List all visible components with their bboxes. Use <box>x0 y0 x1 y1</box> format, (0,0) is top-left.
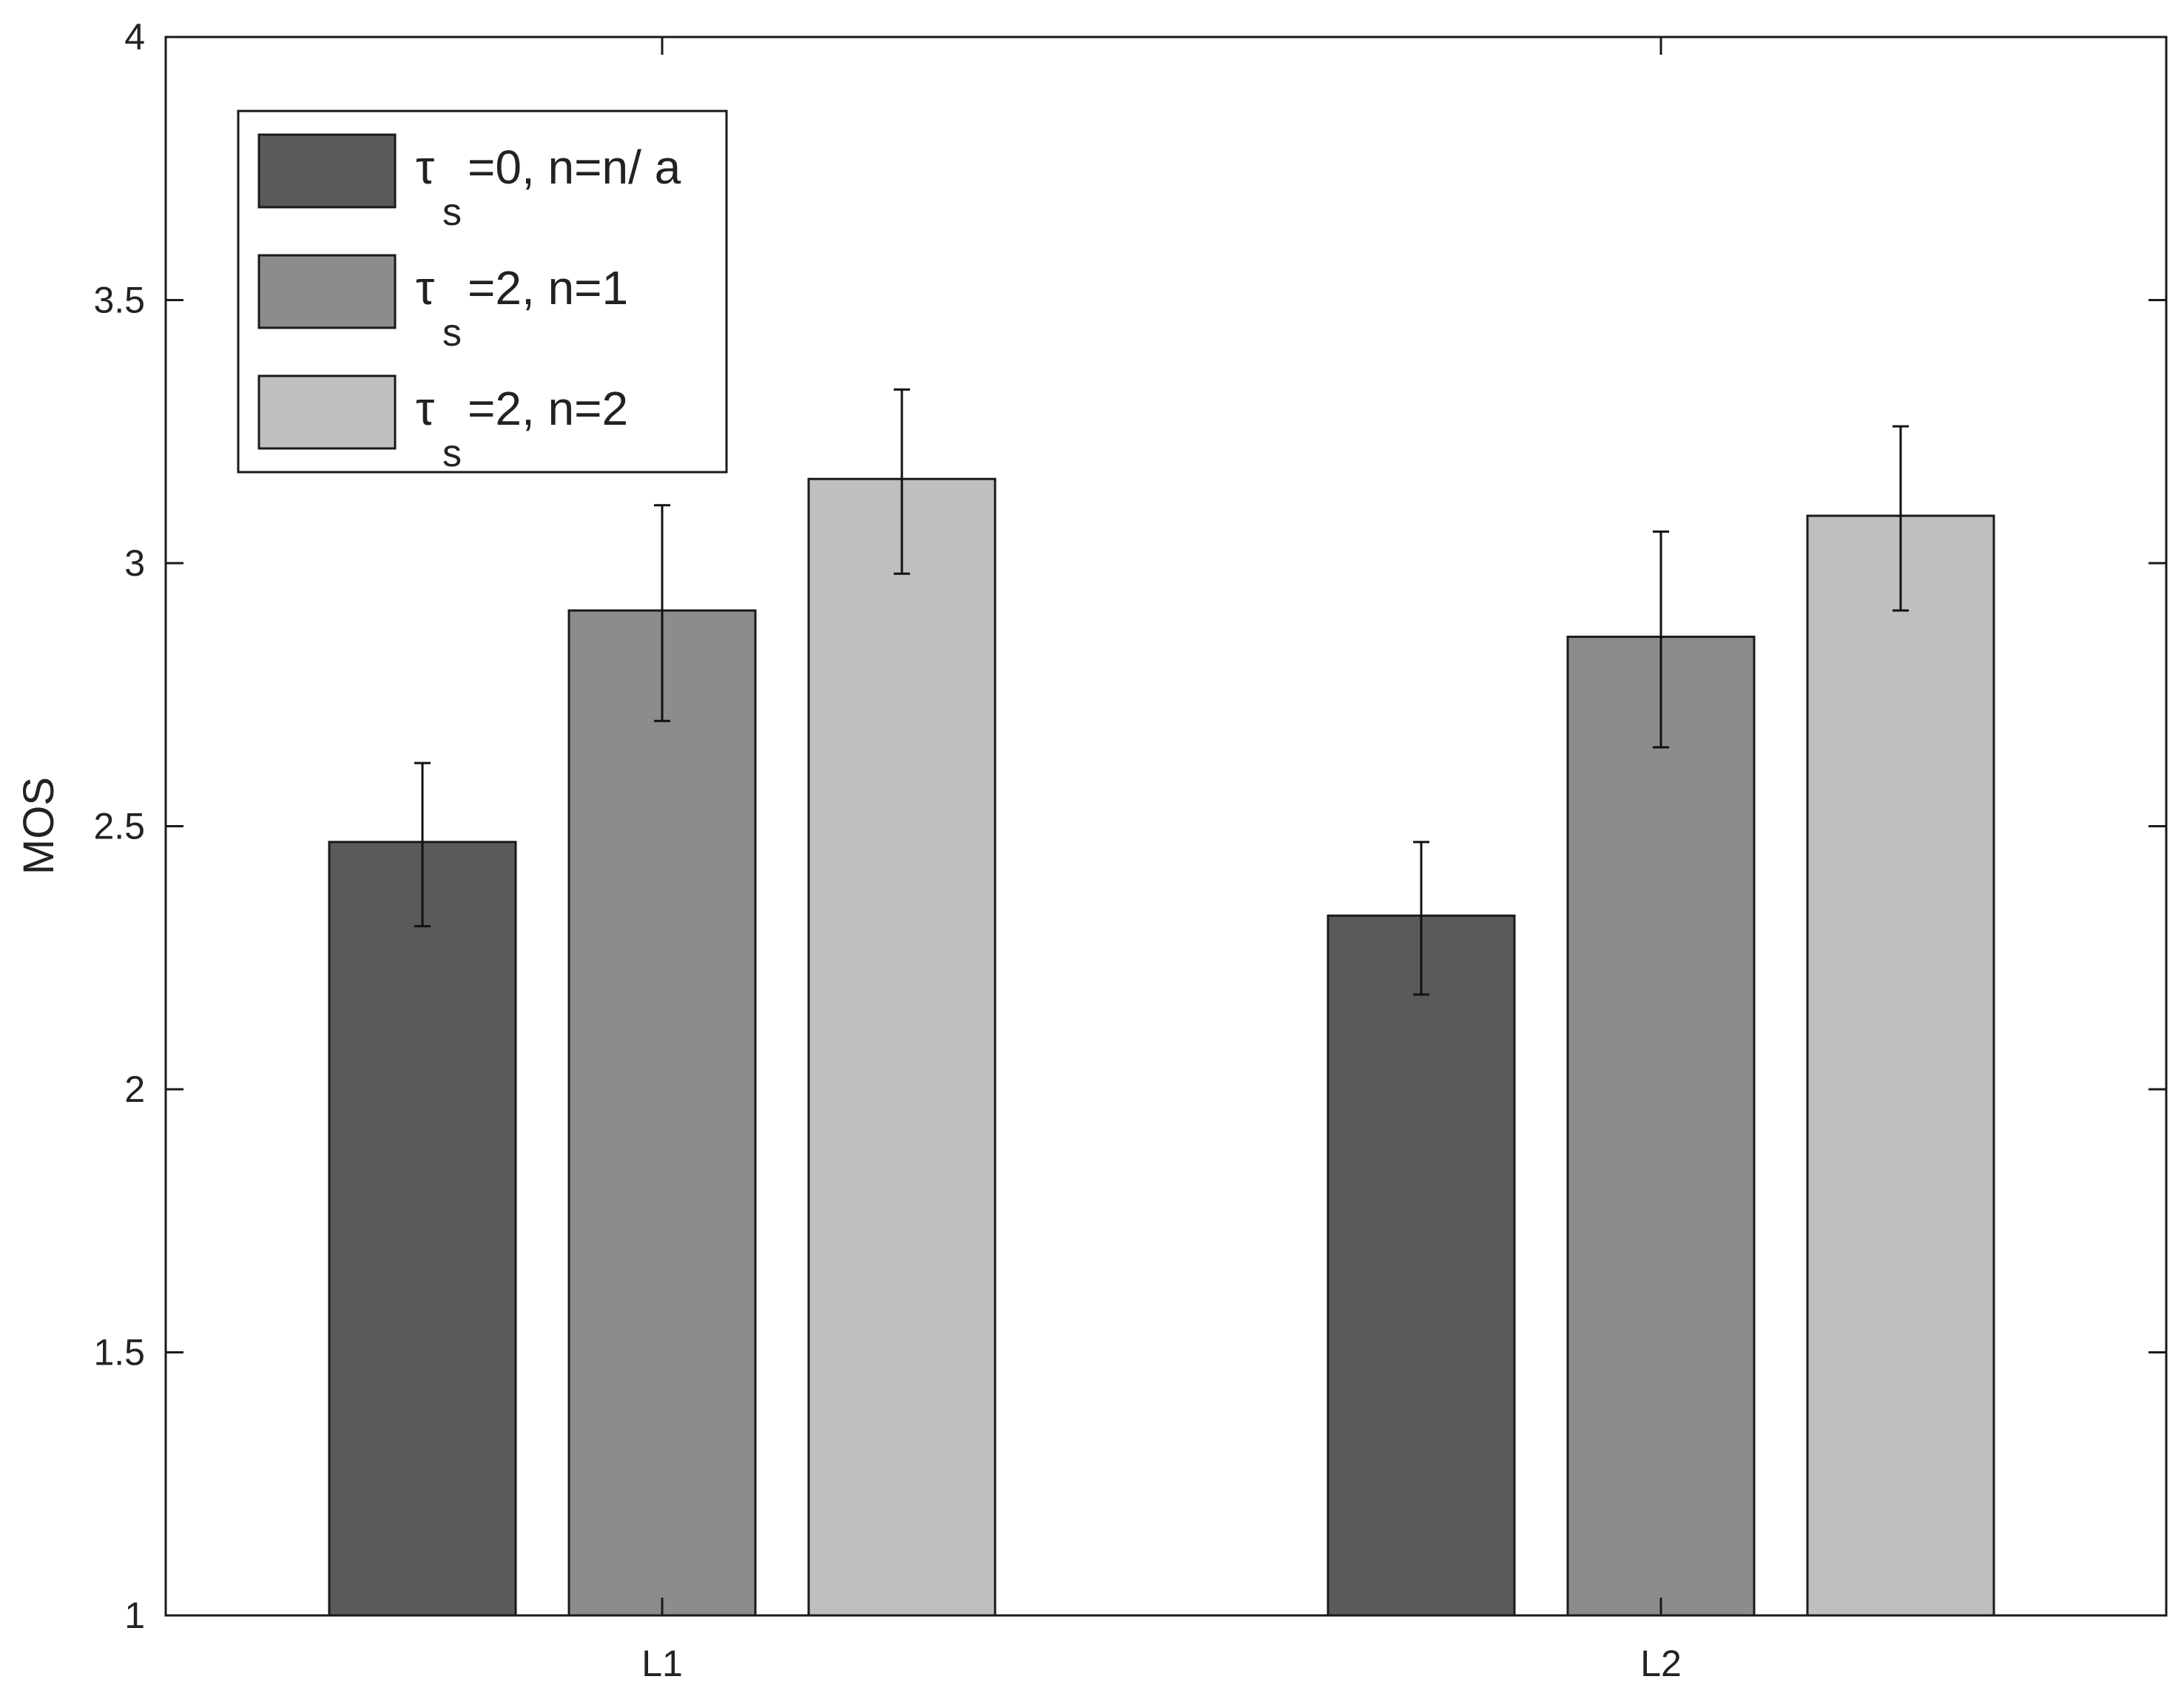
y-tick-label: 1 <box>124 1595 145 1636</box>
bar-l1-series-3 <box>807 477 997 1617</box>
y-tick-label: 2 <box>124 1069 145 1110</box>
legend-label: =2, n=1 <box>468 261 628 314</box>
y-tick-label: 3 <box>124 542 145 584</box>
y-tick-label: 3.5 <box>93 280 145 321</box>
legend-label: =0, n=n/ a <box>468 141 681 194</box>
bar-l2-series-1 <box>1327 914 1516 1617</box>
y-tick-label: 2.5 <box>93 806 145 847</box>
legend-label: =2, n=2 <box>468 382 628 435</box>
error-bar-l1-series-2 <box>654 504 670 722</box>
legend-swatch <box>257 254 397 329</box>
legend: τs=0, n=n/ aτs=2, n=1τs=2, n=2 <box>237 110 728 475</box>
legend-swatch <box>257 133 397 209</box>
y-axis-label: MOS <box>15 777 63 875</box>
bar-l2-series-3 <box>1806 514 1995 1617</box>
y-tick-label: 1.5 <box>93 1332 145 1373</box>
legend-swatch <box>257 374 397 450</box>
bar-l1-series-1 <box>328 841 517 1617</box>
legend-item-2: τs=2, n=1 <box>257 254 628 354</box>
error-bar-l2-series-1 <box>1413 841 1429 996</box>
legend-symbol: τ <box>416 261 434 314</box>
legend-symbol: τ <box>416 382 434 435</box>
bars-layer <box>328 477 1995 1617</box>
y-tick-label: 4 <box>124 16 145 58</box>
error-bar-l1-series-1 <box>414 761 431 928</box>
legend-symbol: τ <box>416 141 434 194</box>
legend-item-3: τs=2, n=2 <box>257 374 628 475</box>
errorbars-layer <box>414 388 1909 996</box>
legend-subscript: s <box>442 191 462 234</box>
bar-l1-series-2 <box>567 609 757 1617</box>
x-tick-label-l2: L2 <box>1640 1643 1682 1684</box>
error-bar-l1-series-3 <box>894 388 910 575</box>
legend-item-1: τs=0, n=n/ a <box>257 133 681 234</box>
legend-subscript: s <box>442 312 462 354</box>
error-bar-l2-series-2 <box>1653 530 1669 749</box>
legend-subscript: s <box>442 432 462 475</box>
bar-l2-series-2 <box>1566 636 1756 1617</box>
axes-layer: 1 1.5 2 2.5 3 3.5 4 L1 L2 <box>93 16 2168 1684</box>
error-bar-l2-series-3 <box>1893 425 1909 612</box>
x-tick-label-l1: L1 <box>641 1643 683 1684</box>
